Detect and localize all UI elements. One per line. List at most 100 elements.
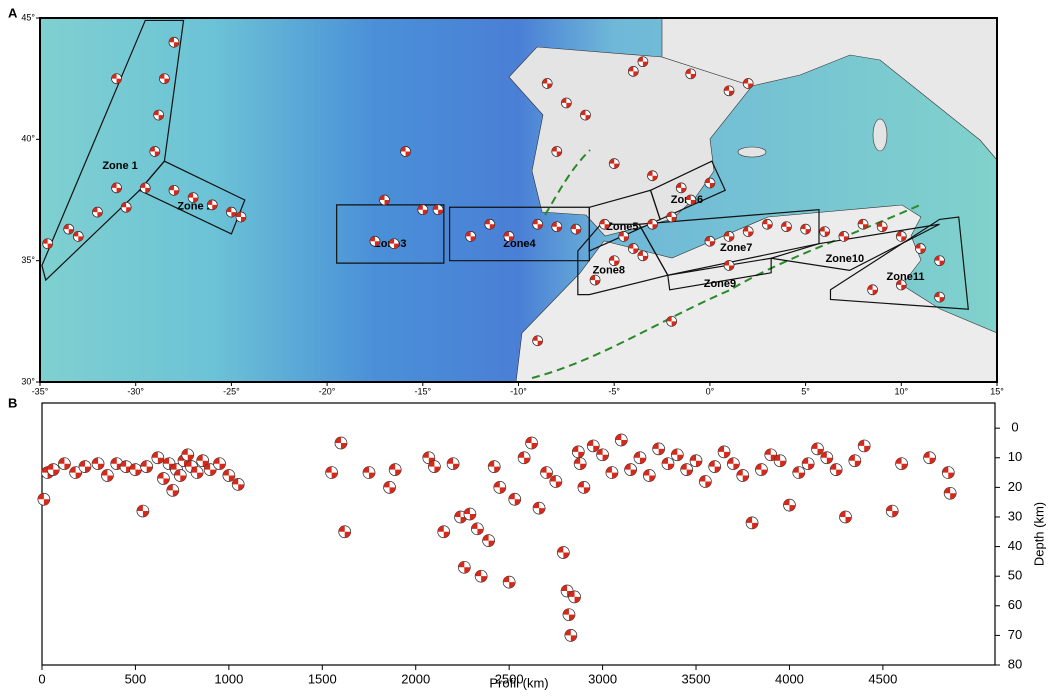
focal-mechanism: [362, 466, 376, 479]
focal-mechanism: [637, 56, 649, 68]
focal-mechanism: [941, 466, 955, 479]
focal-mechanism: [624, 463, 637, 476]
x-tick-label: 1000: [214, 671, 243, 686]
zone-outline: [336, 204, 445, 264]
focal-mechanism: [647, 218, 658, 230]
focal-mechanism: [532, 335, 543, 347]
focal-mechanism: [742, 226, 754, 237]
focal-mechanism: [761, 218, 773, 230]
ball-quadrant: [568, 590, 581, 603]
ball-quadrant: [934, 292, 945, 303]
ball-quadrant: [718, 445, 731, 458]
focal-mechanism: [820, 451, 834, 465]
focal-mechanism: [736, 469, 750, 482]
focal-mechanism: [428, 460, 441, 473]
ball-quadrant: [633, 451, 646, 464]
ball-quadrant: [58, 457, 71, 470]
ball-quadrant: [389, 238, 400, 249]
x-tick-label: 4000: [775, 671, 804, 686]
ball-quadrant: [704, 236, 715, 247]
ball-quadrant: [680, 463, 693, 476]
focal-mechanism: [934, 255, 945, 267]
focal-mechanism: [867, 284, 878, 296]
plate-boundary: [531, 204, 921, 379]
y-tick-label: 0: [1011, 420, 1018, 435]
focal-mechanism: [379, 194, 390, 206]
focal-mechanism: [508, 492, 522, 506]
ball-quadrant: [140, 182, 151, 193]
zone-label: Zone7: [720, 242, 752, 254]
ball-quadrant: [153, 110, 164, 121]
focal-mechanism: [783, 498, 796, 512]
focal-mechanism: [627, 66, 639, 77]
ball-quadrant: [235, 211, 246, 222]
ball-quadrant: [838, 231, 849, 242]
focal-mechanism: [764, 448, 778, 462]
ball-quadrant: [764, 448, 777, 461]
focal-mechanism: [129, 463, 142, 476]
ball-quadrant: [877, 221, 888, 232]
focal-mechanism: [196, 454, 210, 468]
focal-mechanism: [755, 463, 768, 476]
ball-quadrant: [574, 457, 587, 470]
y-tick-label: 20: [1008, 479, 1022, 494]
ball-quadrant: [895, 457, 908, 470]
ball-quadrant: [207, 199, 218, 210]
focal-mechanism: [140, 460, 153, 473]
ball-quadrant: [437, 525, 450, 538]
focal-mechanism: [857, 218, 869, 230]
ball-quadrant: [727, 457, 740, 470]
focal-mechanism: [895, 231, 907, 242]
focal-mechanism: [895, 457, 908, 471]
ball-quadrant: [564, 629, 577, 642]
focal-mechanism: [369, 235, 381, 247]
x-tick-label: 0°: [706, 386, 715, 396]
focal-mechanism: [915, 243, 926, 254]
ball-quadrant: [168, 185, 179, 196]
focal-mechanism: [773, 454, 787, 468]
focal-mechanism: [652, 442, 665, 456]
ball-quadrant: [609, 158, 620, 169]
ball-quadrant: [69, 466, 82, 479]
focal-mechanism: [226, 206, 237, 218]
ball-quadrant: [166, 484, 179, 497]
y-axis-label: Depth (km): [1031, 502, 1046, 566]
ball-quadrant: [820, 451, 833, 464]
focal-mechanism: [157, 472, 170, 485]
focal-mechanism: [151, 451, 165, 465]
zone-outline: [829, 216, 969, 310]
focal-mechanism: [666, 315, 677, 327]
ball-quadrant: [400, 146, 411, 157]
focal-mechanism: [605, 466, 619, 479]
zone-label: Zone8: [593, 265, 625, 277]
focal-mechanism: [525, 436, 538, 450]
focal-mechanism: [139, 182, 151, 194]
ball-quadrant: [151, 451, 164, 464]
ball-quadrant: [149, 146, 160, 157]
focal-mechanism: [338, 525, 352, 539]
focal-mechanism: [153, 109, 165, 121]
ball-quadrant: [379, 195, 390, 205]
focal-mechanism: [580, 109, 591, 121]
focal-mechanism: [685, 68, 697, 80]
panel-letter: B: [8, 395, 17, 410]
zone-outline: [138, 160, 246, 235]
focal-mechanism: [885, 504, 899, 518]
ball-quadrant: [792, 466, 805, 479]
x-tick-label: -30°: [127, 386, 144, 396]
focal-mechanism: [934, 291, 945, 303]
ball-quadrant: [482, 534, 495, 547]
focal-mechanism: [91, 457, 105, 471]
focal-mechanism: [334, 436, 348, 450]
focal-mechanism: [437, 525, 451, 539]
ball-quadrant: [915, 243, 926, 254]
focal-mechanism: [383, 481, 396, 494]
focal-mechanism: [596, 448, 609, 462]
focal-mechanism: [72, 231, 84, 242]
focal-mechanism: [432, 204, 444, 216]
ball-quadrant: [685, 68, 696, 79]
y-tick-label: 60: [1008, 597, 1022, 612]
ball-quadrant: [168, 37, 179, 48]
x-tick-label: -5°: [608, 386, 620, 396]
focal-mechanism: [541, 78, 553, 89]
